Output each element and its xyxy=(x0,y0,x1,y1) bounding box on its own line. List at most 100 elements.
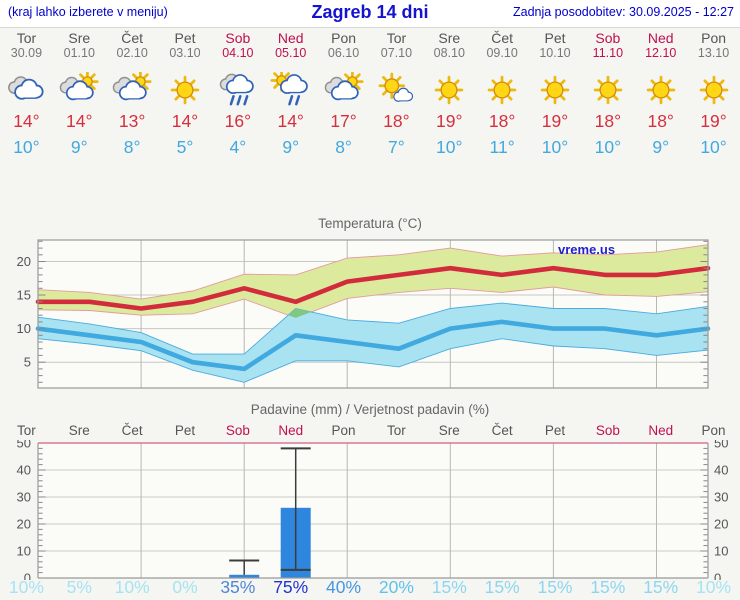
svg-text:5: 5 xyxy=(24,355,31,370)
svg-text:50: 50 xyxy=(714,440,728,451)
min-temp: 9° xyxy=(282,137,300,157)
day-column[interactable]: Čet 02.10 13° 8° xyxy=(106,30,159,158)
svg-text:15: 15 xyxy=(17,288,31,303)
max-temp: 18° xyxy=(488,111,516,131)
min-temp: 9° xyxy=(70,137,88,157)
day-name: Čet xyxy=(121,30,144,46)
precip-probability: 0% xyxy=(172,577,198,597)
precip-day-label: Tor xyxy=(387,423,406,438)
min-temp: 8° xyxy=(335,137,352,157)
precip-day-label: Pon xyxy=(331,423,356,438)
precip-day-label: Sob xyxy=(225,423,250,438)
precipitation-chart: 0 0 10 10 20 20 30 30 40 40 50 50 xyxy=(17,440,729,581)
day-name: Tor xyxy=(386,30,407,46)
day-column[interactable]: Čet 09.10 18° 11° xyxy=(476,30,529,158)
svg-text:20: 20 xyxy=(714,517,728,532)
svg-text:40: 40 xyxy=(17,463,31,478)
partly-sunny-icon xyxy=(106,72,159,108)
max-temp: 14° xyxy=(66,111,93,131)
precip-probability: 10% xyxy=(8,577,44,597)
svg-text:10: 10 xyxy=(17,321,31,336)
precip-probability: 15% xyxy=(643,577,679,597)
day-name: Pet xyxy=(544,30,566,46)
max-temp: 19° xyxy=(700,111,727,131)
day-date: 13.10 xyxy=(697,46,730,60)
max-temp: 19° xyxy=(541,111,569,131)
day-date: 09.10 xyxy=(486,46,518,60)
day-date: 06.10 xyxy=(327,46,360,60)
precip-probability: 10% xyxy=(114,577,150,597)
watermark-link[interactable]: vreme.us xyxy=(558,242,615,257)
svg-text:0: 0 xyxy=(24,571,31,581)
day-date: 01.10 xyxy=(63,46,95,60)
precip-day-label: Tor xyxy=(17,423,36,438)
min-temp: 10° xyxy=(700,137,727,157)
svg-text:0: 0 xyxy=(714,571,721,581)
svg-text:20: 20 xyxy=(17,254,31,269)
day-name: Pon xyxy=(331,30,357,46)
day-column[interactable]: Pet 10.10 19° 10° xyxy=(529,30,582,158)
min-temp: 8° xyxy=(123,137,141,157)
precip-probability: 5% xyxy=(66,577,92,597)
precip-probability: 35% xyxy=(220,577,256,597)
min-temp: 5° xyxy=(176,137,194,157)
svg-text:30: 30 xyxy=(714,490,728,505)
forecast-strip: Tor 30.09 14° 10° Sre 01.10 14° 9° Čet 0… xyxy=(0,30,740,158)
rain-icon xyxy=(211,72,264,108)
last-update: Zadnja posodobitev: 30.09.2025 - 12:27 xyxy=(512,5,734,19)
day-name: Ned xyxy=(277,30,304,46)
svg-text:10: 10 xyxy=(714,544,728,559)
precip-day-label: Čet xyxy=(121,423,143,438)
max-temp: 14° xyxy=(13,111,40,131)
header: (kraj lahko izberete v meniju) Zagreb 14… xyxy=(0,0,740,28)
mostly-sunny-icon xyxy=(370,72,423,108)
max-temp: 19° xyxy=(436,111,463,131)
day-column[interactable]: Tor 30.09 14° 10° xyxy=(0,30,53,158)
max-temp: 16° xyxy=(224,111,252,131)
day-date: 12.10 xyxy=(645,46,677,60)
day-column[interactable]: Pon 13.10 19° 10° xyxy=(687,30,740,158)
day-column[interactable]: Pon 06.10 17° 8° xyxy=(317,30,370,158)
temperature-chart: 5 10 15 20 vreme.us xyxy=(17,239,711,389)
day-column[interactable]: Sob 04.10 16° 4° xyxy=(211,30,264,158)
min-temp: 11° xyxy=(489,137,515,157)
day-date: 04.10 xyxy=(222,46,254,60)
day-column[interactable]: Ned 05.10 14° 9° xyxy=(264,30,317,158)
max-temp: 18° xyxy=(647,111,674,131)
precip-probability: 40% xyxy=(326,577,362,597)
max-temp: 17° xyxy=(330,111,357,131)
day-name: Tor xyxy=(16,30,37,46)
day-date: 07.10 xyxy=(380,46,413,60)
temp-chart-title: Temperatura (°C) xyxy=(318,216,422,231)
day-column[interactable]: Ned 12.10 18° 9° xyxy=(634,30,687,158)
day-date: 02.10 xyxy=(116,46,148,60)
precip-day-label: Ned xyxy=(278,423,304,438)
day-date: 30.09 xyxy=(10,46,43,60)
day-name: Čet xyxy=(491,30,514,46)
partly-sunny-icon xyxy=(53,72,106,108)
day-column[interactable]: Tor 07.10 18° 7° xyxy=(370,30,423,158)
day-name: Sre xyxy=(68,30,91,46)
day-name: Pet xyxy=(174,30,196,46)
svg-text:30: 30 xyxy=(17,490,31,505)
precip-day-label: Sre xyxy=(438,423,460,438)
day-column[interactable]: Sre 01.10 14° 9° xyxy=(53,30,106,158)
precip-probability: 20% xyxy=(378,577,414,597)
day-date: 08.10 xyxy=(433,46,465,60)
day-date: 10.10 xyxy=(539,46,571,60)
sunny-icon xyxy=(159,72,212,108)
min-temp: 10° xyxy=(436,137,463,157)
sunny-icon xyxy=(581,72,634,108)
day-name: Ned xyxy=(647,30,674,46)
precip-probability-row: 10% 5% 10% 0% 35% 75% 40% 20% 15% 15% 15% 15% 15% 10% xyxy=(0,577,740,598)
svg-text:40: 40 xyxy=(714,463,728,478)
day-column[interactable]: Sob 11.10 18° 10° xyxy=(581,30,634,158)
max-temp: 18° xyxy=(594,111,622,131)
min-temp-line xyxy=(35,319,711,372)
day-name: Sob xyxy=(225,30,251,46)
precip-day-label: Čet xyxy=(491,423,513,438)
day-column[interactable]: Pet 03.10 14° 5° xyxy=(159,30,212,158)
precip-probability: 10% xyxy=(696,577,732,597)
day-column[interactable]: Sre 08.10 19° 10° xyxy=(423,30,476,158)
